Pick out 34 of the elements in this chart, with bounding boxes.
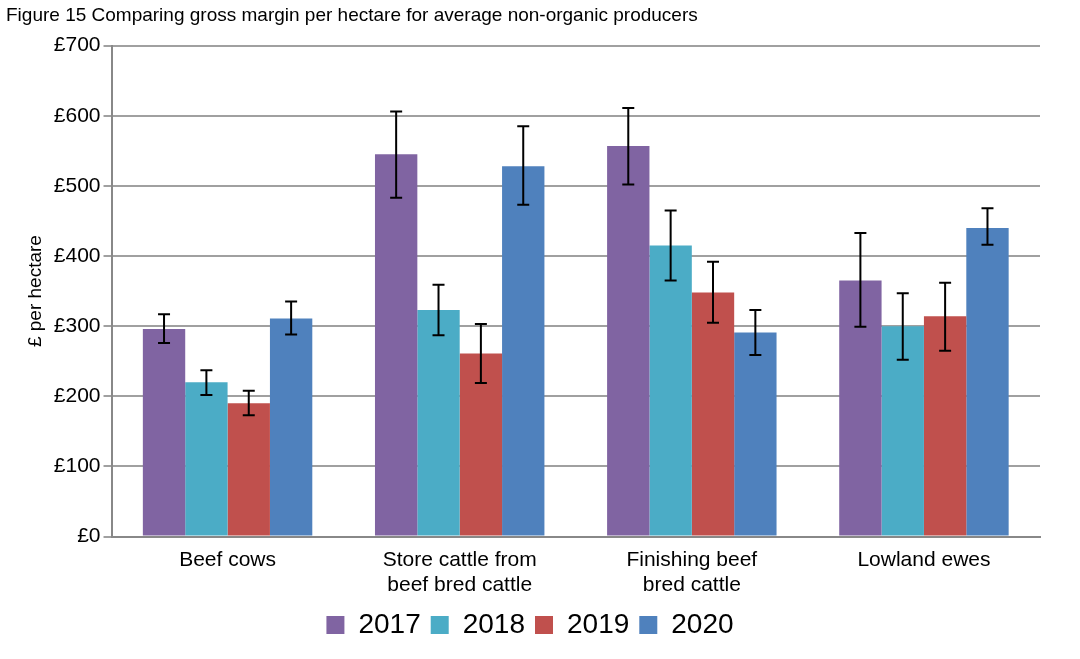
y-tick-label: £200 bbox=[53, 383, 101, 407]
bar bbox=[142, 328, 186, 536]
y-tick-label: £300 bbox=[53, 312, 101, 336]
y-tick-label: £700 bbox=[53, 32, 101, 56]
bar bbox=[691, 292, 735, 536]
bar bbox=[227, 403, 270, 536]
y-tick-label: £600 bbox=[53, 102, 101, 126]
y-axis-title: £ per hectare bbox=[23, 235, 45, 348]
y-tick-label: £500 bbox=[53, 172, 101, 196]
bar bbox=[417, 310, 460, 536]
legend-label: 2019 bbox=[567, 607, 630, 639]
y-tick-label: £0 bbox=[77, 523, 101, 547]
chart-title: Figure 15 Comparing gross margin per hectare for average non-organic producers bbox=[5, 3, 699, 27]
x-tick-label: Lowland ewes bbox=[857, 547, 991, 570]
bar bbox=[185, 382, 228, 536]
bar bbox=[734, 332, 777, 536]
bar bbox=[374, 154, 418, 536]
legend-label: 2018 bbox=[462, 607, 526, 639]
bar bbox=[607, 145, 650, 536]
bar bbox=[269, 318, 313, 536]
x-tick-label: Store cattle from beef bred cattle bbox=[382, 547, 537, 596]
y-tick-label: £400 bbox=[53, 242, 101, 266]
y-tick-label: £100 bbox=[53, 453, 101, 477]
bar bbox=[502, 166, 545, 536]
legend-label: 2020 bbox=[671, 607, 734, 639]
bar bbox=[923, 316, 967, 536]
bar bbox=[649, 245, 692, 536]
bar bbox=[881, 326, 924, 536]
x-tick-label: Finishing beef bred cattle bbox=[626, 547, 758, 596]
x-tick-label: Beef cows bbox=[179, 547, 277, 570]
legend-label: 2017 bbox=[358, 607, 421, 639]
bar bbox=[966, 227, 1009, 536]
bar bbox=[839, 280, 882, 536]
bar bbox=[459, 353, 503, 536]
